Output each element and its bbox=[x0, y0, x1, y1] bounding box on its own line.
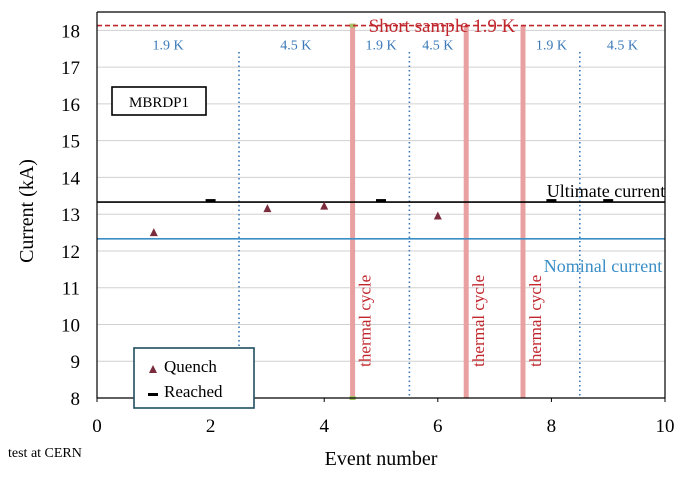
y-tick-label-13: 13 bbox=[61, 205, 80, 226]
magnet-label: MBRDP1 bbox=[129, 95, 189, 111]
x-tick-label-0: 0 bbox=[92, 416, 102, 437]
temperature-label-3: 4.5 K bbox=[422, 38, 453, 53]
legend: Quench Reached bbox=[133, 347, 255, 409]
thermal-band-endcap-0 bbox=[349, 23, 356, 28]
legend-quench-marker bbox=[149, 365, 157, 373]
temperature-labels: 1.9 K 4.5 K 1.9 K 4.5 K 1.9 K 4.5 K bbox=[152, 38, 638, 53]
reached-point-2 bbox=[546, 199, 557, 203]
y-tick-label-11: 11 bbox=[62, 279, 80, 300]
thermal-cycle-label-2: thermal cycle bbox=[526, 275, 545, 367]
quench-point-2 bbox=[320, 201, 329, 210]
x-tick-label-10: 10 bbox=[656, 416, 675, 437]
quench-point-0 bbox=[149, 228, 158, 237]
axes bbox=[96, 11, 666, 399]
thermal-cycle-band-0 bbox=[350, 25, 356, 399]
temperature-label-2: 1.9 K bbox=[365, 38, 396, 53]
y-tick-label-8: 8 bbox=[71, 389, 81, 410]
reached-point-0 bbox=[205, 199, 216, 203]
y-tick-label-17: 17 bbox=[61, 58, 80, 79]
reached-point-3 bbox=[603, 199, 614, 203]
footnote: test at CERN bbox=[8, 446, 82, 461]
temperature-boundaries bbox=[238, 52, 581, 398]
legend-quench-label: Quench bbox=[164, 357, 217, 376]
reached-point-1 bbox=[376, 199, 386, 203]
nominal-current-label: Nominal current bbox=[544, 256, 662, 276]
thermal-cycle-band-2 bbox=[520, 25, 526, 399]
temperature-label-0: 1.9 K bbox=[152, 38, 183, 53]
thermal-cycle-label-1: thermal cycle bbox=[469, 275, 488, 367]
y-tick-label-10: 10 bbox=[61, 315, 80, 336]
y-axis-label: Current (kA) bbox=[16, 159, 38, 263]
legend-reached-marker bbox=[148, 393, 158, 396]
quench-point-1 bbox=[263, 204, 272, 213]
y-tick-label-16: 16 bbox=[61, 95, 80, 116]
data-points bbox=[149, 199, 614, 237]
y-tick-label-9: 9 bbox=[71, 352, 81, 373]
x-tick-label-6: 6 bbox=[433, 416, 443, 437]
temperature-label-1: 4.5 K bbox=[280, 38, 311, 53]
short-sample-label: Short sample 1.9 K bbox=[369, 16, 516, 37]
temperature-label-5: 4.5 K bbox=[607, 38, 638, 53]
x-tick-label-2: 2 bbox=[206, 416, 216, 437]
quench-point-3 bbox=[433, 211, 442, 220]
y-tick-label-15: 15 bbox=[61, 132, 80, 153]
legend-reached-label: Reached bbox=[164, 382, 223, 401]
thermal-cycle-label-0: thermal cycle bbox=[356, 275, 375, 367]
y-tick-label-14: 14 bbox=[61, 168, 81, 189]
x-tick-label-8: 8 bbox=[547, 416, 557, 437]
tick-labels: 8 9 10 11 12 13 14 15 16 17 18 0 2 4 6 8 10 bbox=[61, 21, 675, 437]
thermal-cycle-band-1 bbox=[463, 25, 469, 399]
temperature-label-4: 1.9 K bbox=[536, 38, 567, 53]
x-axis-label: Event number bbox=[325, 448, 438, 470]
x-tick-label-4: 4 bbox=[319, 416, 329, 437]
y-tick-label-12: 12 bbox=[61, 242, 80, 263]
ultimate-current-label: Ultimate current bbox=[547, 181, 665, 201]
y-tick-label-18: 18 bbox=[61, 21, 80, 42]
magnet-label-box: MBRDP1 bbox=[111, 86, 207, 116]
thermal-cycle-bands: thermal cycle thermal cycle thermal cycle bbox=[349, 23, 545, 400]
